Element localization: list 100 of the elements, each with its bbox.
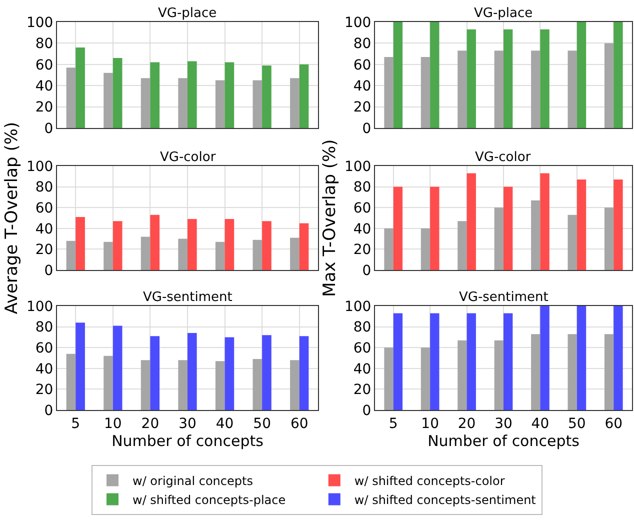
bar (494, 208, 504, 270)
x-tick-label: 10 (421, 416, 439, 432)
y-tick-label: 100 (26, 298, 54, 315)
bar (178, 360, 188, 410)
y-tick-label: 20 (35, 382, 54, 398)
bar (290, 238, 300, 270)
bar (458, 50, 467, 128)
y-tick-label: 20 (35, 242, 54, 258)
y-tick-label: 40 (353, 78, 372, 94)
bar (420, 228, 430, 270)
bar (384, 228, 394, 270)
bar (540, 306, 550, 410)
y-tick-label: 40 (35, 221, 54, 238)
bar (299, 336, 309, 410)
x-axis-title: Number of concepts (428, 432, 580, 450)
y-tick-label: 40 (35, 78, 54, 94)
y-tick-label: 40 (353, 361, 372, 378)
y-tick-label: 0 (44, 402, 54, 419)
bar (494, 340, 504, 410)
bar (299, 223, 309, 270)
bar (188, 61, 197, 128)
bar (262, 65, 272, 128)
bar (66, 68, 76, 128)
x-tick-label: 60 (290, 416, 308, 432)
y-tick-label: 40 (35, 361, 54, 378)
bar (420, 348, 430, 410)
bar (466, 313, 476, 410)
bar (290, 360, 300, 410)
y-tick-label: 20 (353, 382, 372, 398)
bar (430, 313, 440, 410)
bar (430, 186, 440, 270)
legend-label: w/ shifted concepts-color (354, 474, 505, 488)
x-tick-label: 50 (253, 416, 271, 432)
x-axis-title: Number of concepts (112, 432, 264, 450)
y-tick-label: 60 (35, 57, 54, 74)
y-tick-label: 60 (35, 340, 54, 356)
bar (112, 58, 122, 128)
bar (494, 50, 504, 128)
bar (430, 22, 440, 128)
bar (150, 336, 160, 410)
bar (215, 242, 225, 270)
legend-label: w/ shifted concepts-sentiment (354, 492, 536, 507)
bar (104, 356, 113, 410)
bar (504, 313, 513, 410)
bar (614, 306, 623, 410)
bar (576, 22, 586, 128)
chart-title: VG-place (474, 6, 533, 21)
bar (384, 56, 394, 128)
y-tick-label: 100 (26, 158, 54, 175)
bar (76, 322, 85, 410)
x-tick-label: 40 (216, 416, 234, 432)
bar (299, 64, 309, 128)
y-tick-label: 0 (44, 262, 54, 279)
bar (393, 22, 403, 128)
chart-title: VG-sentiment (143, 290, 232, 305)
x-tick-label: 60 (604, 416, 623, 432)
y-tick-label: 100 (344, 158, 372, 175)
y-tick-label: 60 (353, 200, 372, 216)
bar (531, 200, 540, 270)
y-tick-label: 20 (353, 100, 372, 116)
bar (531, 334, 540, 410)
bar (604, 43, 614, 128)
bar (224, 219, 234, 270)
bar (224, 337, 234, 410)
y-tick-label: 80 (353, 36, 372, 52)
x-tick-label: 30 (494, 416, 512, 432)
bar (140, 236, 150, 270)
bar (178, 238, 188, 270)
y-tick-label: 20 (353, 242, 372, 258)
bar (393, 186, 403, 270)
y-tick-label: 40 (353, 221, 372, 238)
bar (252, 240, 262, 270)
bar (458, 340, 467, 410)
bar (188, 333, 197, 410)
chart-title: VG-color (160, 150, 216, 165)
x-tick-label: 10 (104, 416, 122, 432)
y-axis-title: Average T-Overlap (%) (2, 122, 22, 314)
bar (568, 50, 577, 128)
bar (504, 29, 513, 128)
bar (104, 72, 113, 128)
bar (140, 360, 150, 410)
bar (104, 242, 113, 270)
bar (188, 219, 197, 270)
y-tick-label: 60 (353, 340, 372, 356)
bar (76, 216, 85, 270)
bar (458, 221, 467, 270)
legend-label: w/ shifted concepts-place (132, 492, 286, 507)
y-tick-label: 0 (362, 262, 372, 279)
x-tick-label: 5 (71, 416, 80, 432)
bar (262, 221, 272, 270)
bar (614, 180, 623, 270)
x-tick-label: 5 (388, 416, 398, 432)
bar (150, 62, 160, 128)
bar (140, 78, 150, 128)
y-tick-label: 20 (35, 100, 54, 116)
y-tick-label: 80 (35, 180, 54, 196)
x-tick-label: 20 (141, 416, 160, 432)
y-tick-label: 0 (362, 120, 372, 137)
bar (568, 334, 577, 410)
bar (178, 78, 188, 128)
